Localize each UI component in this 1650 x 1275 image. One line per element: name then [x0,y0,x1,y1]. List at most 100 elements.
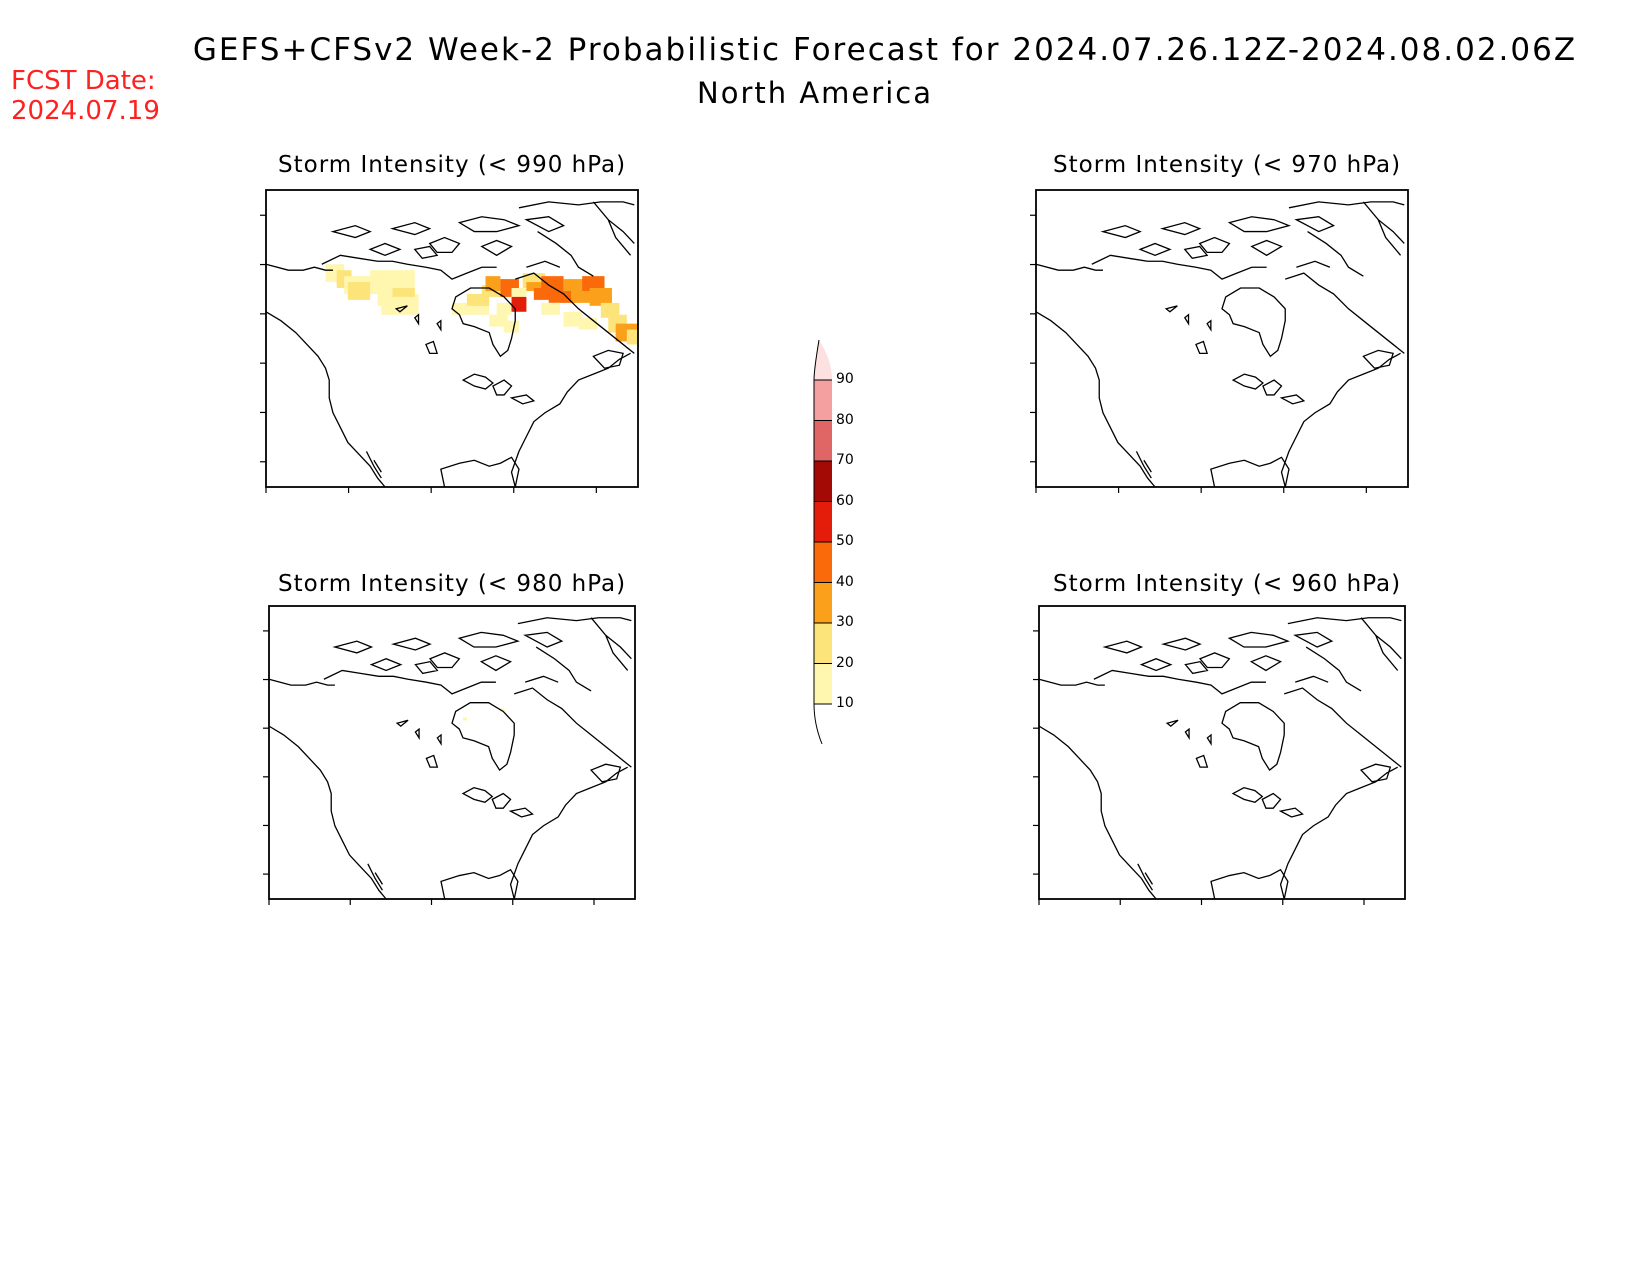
coastline-path [1094,647,1361,694]
coastline-path [1211,767,1398,899]
map-panel-0 [260,189,639,493]
colorbar-segment [814,340,832,380]
colorbar-label: 90 [836,371,854,387]
probability-cell [600,302,620,318]
coastline-path [1284,676,1401,767]
panel-title-990: Storm Intensity (< 990 hPa) [278,152,627,178]
coastline-path [1167,720,1211,767]
map-frame [1035,189,1409,488]
coastline-path [593,350,623,368]
coastline-path [441,353,631,487]
coastline-path [514,676,631,767]
map-panel-3 [1033,605,1406,905]
coastline-path [1285,261,1404,353]
coastline-path [452,703,514,770]
colorbar-label: 60 [836,492,854,509]
coastline-path [269,679,386,899]
coastline-path [1233,374,1304,404]
colorbar-label: 50 [836,533,854,549]
coastline-path [1136,451,1151,478]
probability-cell [381,293,419,315]
probability-cell [533,288,557,300]
colorbar-label: 70 [836,452,854,468]
coastline [269,618,631,899]
map-panel-1 [1030,189,1409,493]
coastline-path [1363,350,1393,368]
colorbar-label: 10 [836,695,854,711]
coastline-path [463,788,533,817]
probability-cell [541,276,564,291]
probability-cell [626,329,638,345]
colorbar-segment [814,663,832,704]
colorbar-segment [814,461,832,502]
map-panel-2 [263,605,636,905]
coastline-path [1361,764,1390,782]
colorbar-edge [813,339,820,381]
coastline-path [396,306,441,354]
probability-cell [452,302,490,315]
probability-cell [511,296,527,312]
coastline-path [591,618,631,671]
coastline-path [1036,264,1155,487]
probability-cell [563,279,586,291]
coastline-path [591,764,620,782]
coastline-path [515,261,634,353]
coastline-path [322,232,594,280]
fcst-date-value: 2024.07.19 [11,96,160,126]
colorbar-edge [813,703,823,745]
coastline-path [266,264,385,487]
probability-cell [392,288,415,297]
probability-cell [582,276,605,291]
coastline [1039,618,1401,899]
probability-cell [370,270,415,289]
coastline-path [335,618,631,674]
colorbar-segment [814,582,832,623]
probability-cell [489,314,508,327]
probability-cell [526,282,545,291]
probability-cell [347,282,371,300]
coastline-path [1166,306,1211,354]
fcst-date-label: FCST Date: [11,66,156,96]
coastline-path [368,864,383,890]
coastline-path [366,451,381,478]
coastline [1036,202,1404,487]
probability-cell [462,717,467,721]
colorbar-label: 40 [836,573,854,590]
coastline-path [1103,202,1404,258]
map-frame [268,605,636,900]
region-subtitle: North America [697,76,933,110]
colorbar [813,339,832,745]
coastline-path [397,720,441,767]
coastline-path [1138,864,1153,890]
colorbar-label: 80 [836,411,854,428]
probability-cell [548,290,575,303]
coastline-path [463,374,534,404]
map-frame [265,189,639,488]
probability-cell [485,276,501,291]
coastline-path [1233,788,1303,817]
colorbar-label: 20 [836,654,854,671]
colorbar-segment [814,501,832,542]
probability-cell [571,288,594,303]
panel-title-970: Storm Intensity (< 970 hPa) [1053,152,1402,178]
colorbar-segment [814,542,832,583]
probability-cell [563,311,583,327]
probability-cell [589,288,612,306]
coastline-path [1105,618,1401,674]
coastline-path [1222,288,1285,356]
map-frame [1038,605,1406,900]
coastline-path [1222,703,1284,770]
panel-title-960: Storm Intensity (< 960 hPa) [1053,571,1402,597]
probability-cell [541,302,560,315]
coastline-path [1361,618,1401,671]
main-title: GEFS+CFSv2 Week-2 Probabilistic Forecast… [192,32,1578,68]
coastline-path [333,202,634,258]
colorbar-segment [814,380,832,421]
probability-cell [466,293,490,306]
coastline-path [593,202,634,255]
colorbar-label: 30 [836,614,854,630]
coastline-path [441,767,628,899]
coastline-path [324,647,591,694]
coastline-path [1363,202,1404,255]
